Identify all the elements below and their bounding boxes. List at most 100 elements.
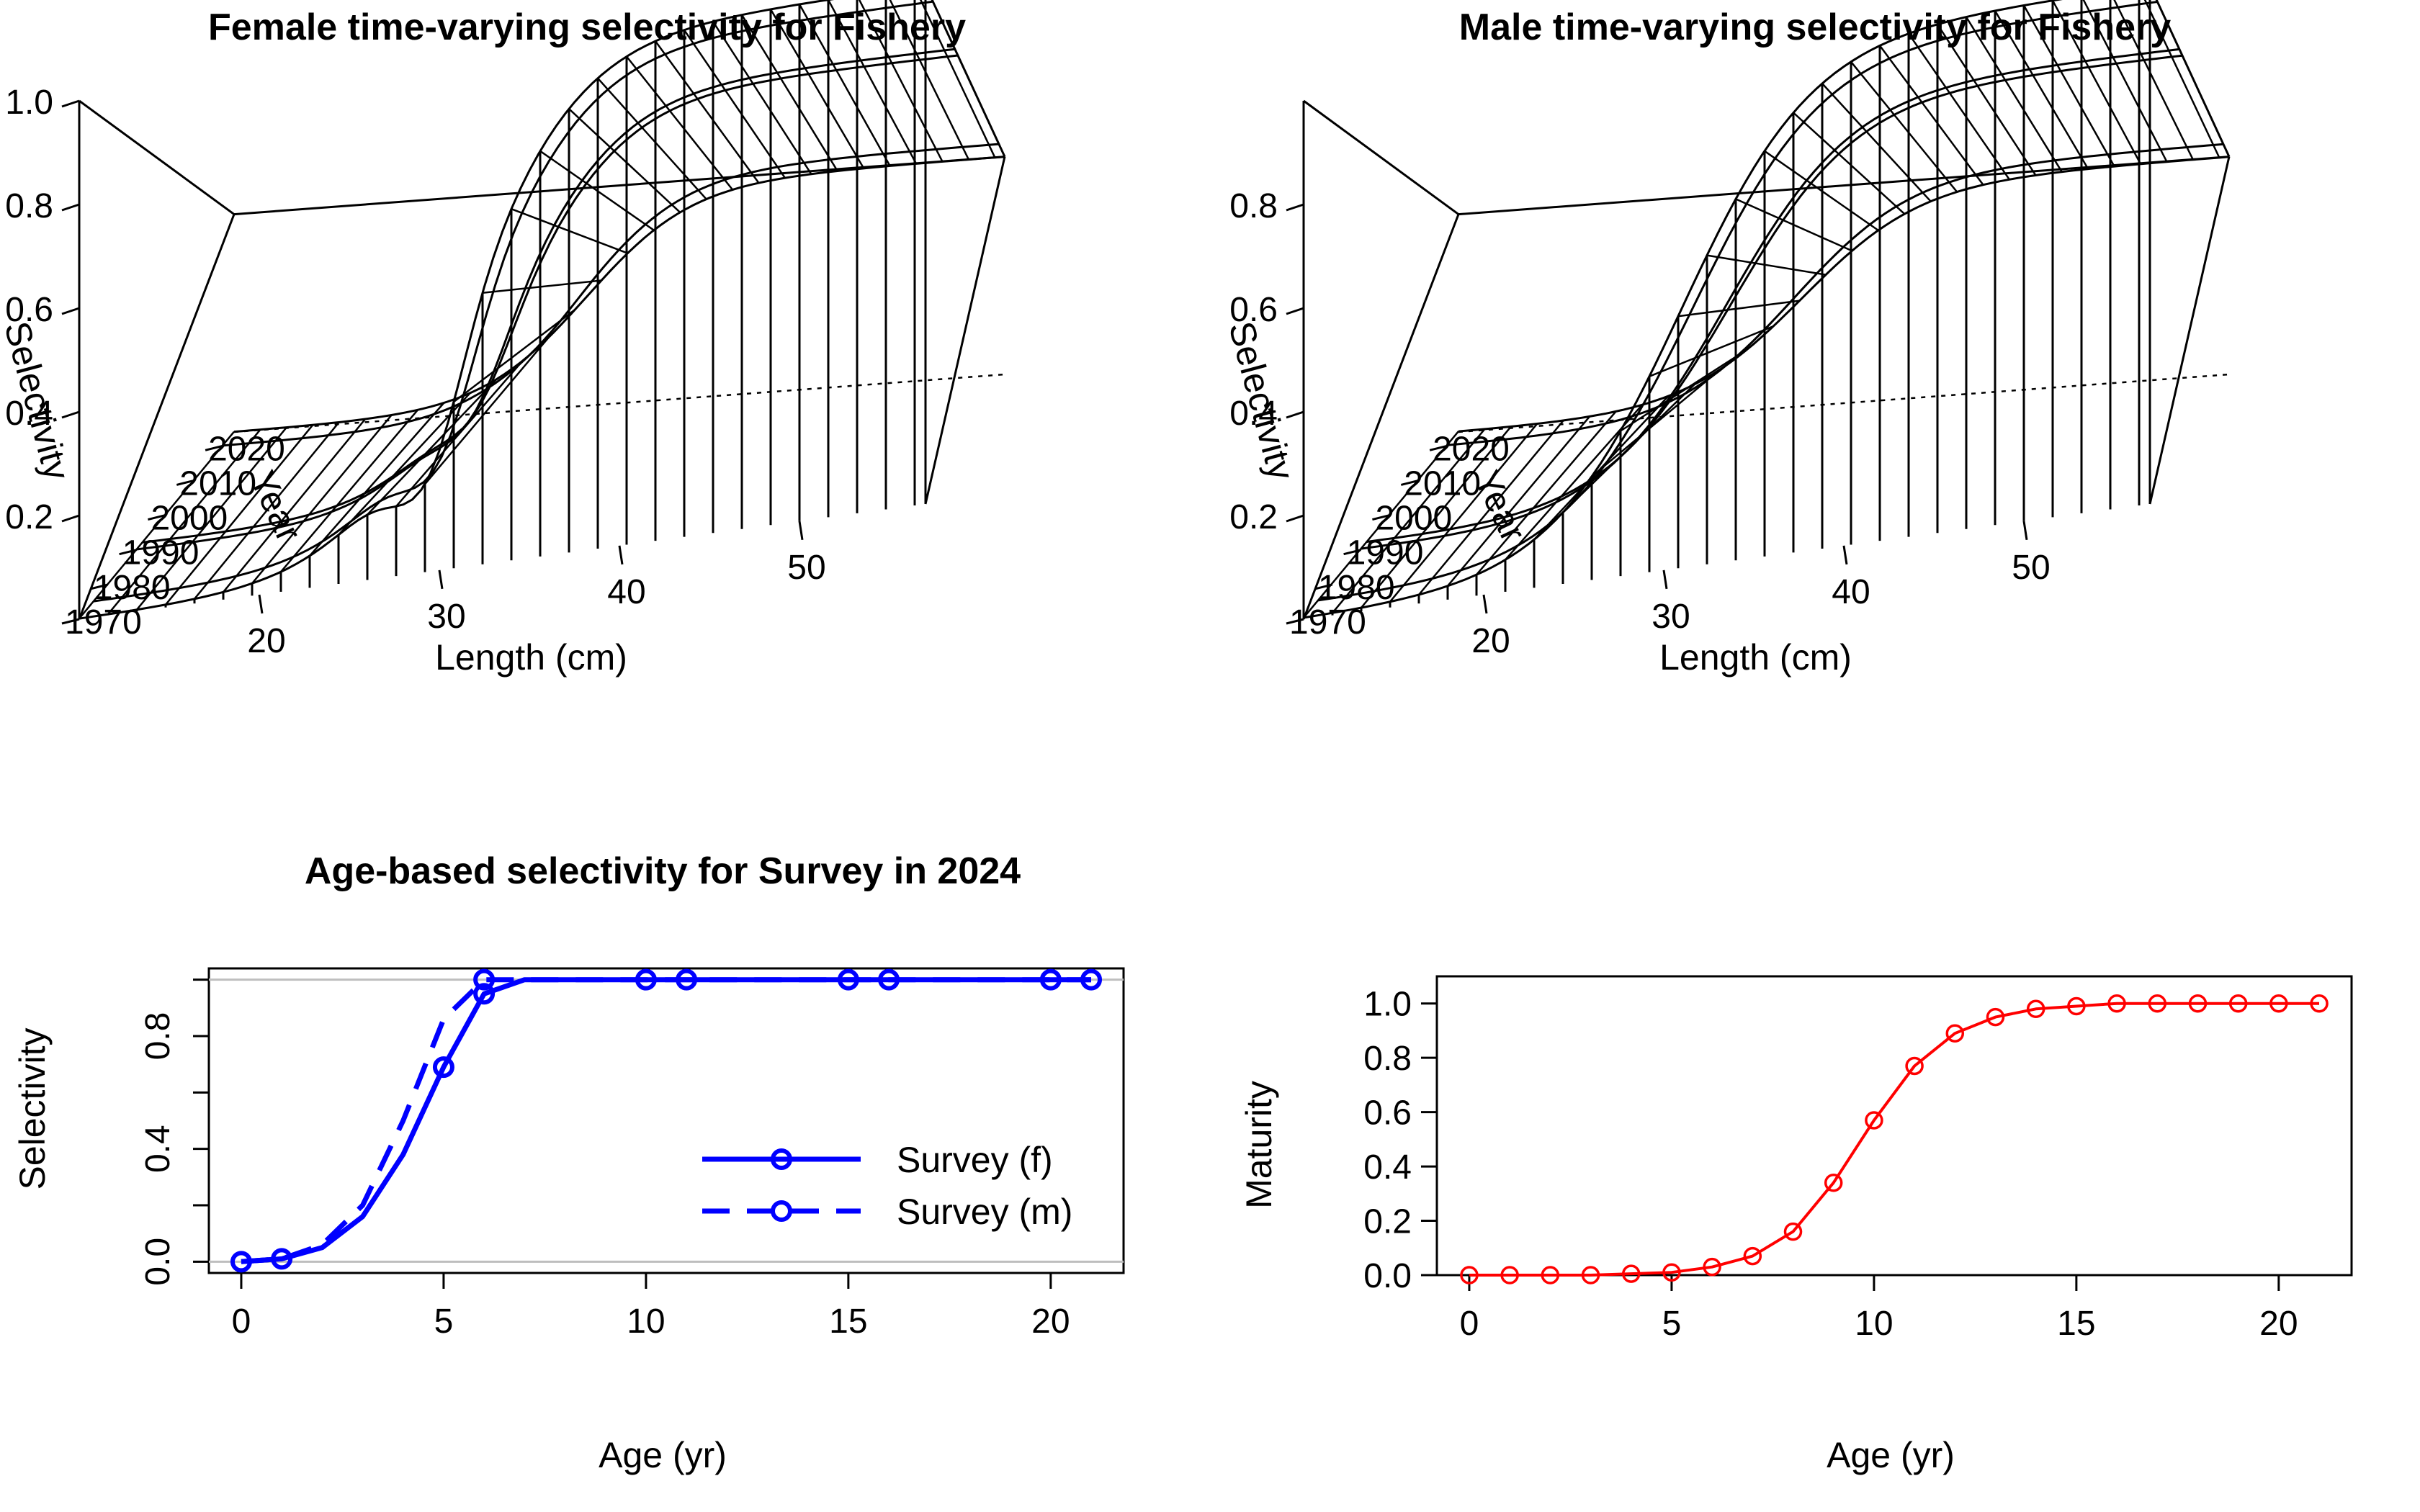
male-surface-panel: Male time-varying selectivity for Fisher… xyxy=(1224,0,2231,678)
surface-year-ruling xyxy=(626,55,734,191)
surface-year-ruling xyxy=(1965,16,2063,173)
surface-year-ruling xyxy=(1677,300,1800,318)
surface-y-tick-label: 2010 xyxy=(179,464,256,503)
surface-y-tick xyxy=(1400,479,1419,486)
surface-year-ruling xyxy=(1332,428,1486,614)
surface-year-ruling xyxy=(2082,0,2168,163)
survey-legend: Survey (f) Survey (m) xyxy=(702,1140,1072,1232)
surface-box-edge xyxy=(1302,214,1460,620)
maturity-point xyxy=(2067,996,2086,1016)
surface-z-tick xyxy=(1286,410,1304,419)
surface-x-tick xyxy=(1662,570,1668,590)
surface-year-ruling xyxy=(338,392,471,536)
female-surface-panel: Female time-varying selectivity for Fish… xyxy=(0,0,1006,678)
surface-box-edge xyxy=(78,214,236,620)
surface-x-tick xyxy=(618,545,624,565)
surface-year-ruling xyxy=(1591,368,1722,477)
surface-year-curve xyxy=(1458,156,2230,433)
surface-year-ruling xyxy=(453,308,576,403)
surface-z-tick xyxy=(61,410,80,419)
surface-box-edge xyxy=(931,0,1006,158)
maturity-xlabel: Age (yr) xyxy=(1827,1435,1955,1475)
surface-box-edge xyxy=(924,156,1006,505)
surface-year-ruling xyxy=(309,402,445,557)
survey-point xyxy=(473,968,496,991)
maturity-ylabel: Maturity xyxy=(1239,1081,1279,1209)
maturity-x-tick-label: 0 xyxy=(1460,1305,1479,1343)
surface-x-tick-label: 30 xyxy=(427,598,465,636)
surface-year-ruling xyxy=(712,21,812,175)
surface-year-ruling xyxy=(107,428,261,615)
maturity-point xyxy=(1581,1266,1600,1284)
surface-year-curve xyxy=(1446,143,2224,446)
male-surface-title: Male time-varying selectivity for Fisher… xyxy=(1459,6,2171,48)
surface-z-tick xyxy=(1286,514,1304,523)
surface-xlabel: Length (cm) xyxy=(1659,637,1852,678)
maturity-point xyxy=(1662,1263,1681,1282)
surface-year-curve xyxy=(1303,0,2063,619)
surface-year-ruling xyxy=(1447,415,1591,587)
survey-x-tick-label: 20 xyxy=(1031,1302,1070,1341)
surface-z-tick xyxy=(61,203,80,212)
survey-point xyxy=(271,1248,293,1270)
surface-ylabel: Year xyxy=(1466,464,1533,547)
surface-year-ruling xyxy=(1303,431,1459,618)
surface-y-tick-label: 1970 xyxy=(65,603,142,642)
surface-year-curve xyxy=(1361,48,2179,550)
survey-point xyxy=(432,1056,454,1079)
surface-xlabel: Length (cm) xyxy=(435,637,627,678)
surface-year-ruling xyxy=(769,9,865,169)
maturity-y-tick-label: 0.0 xyxy=(1363,1257,1412,1295)
surface-year-ruling xyxy=(2051,0,2142,165)
maturity-point xyxy=(2269,994,2288,1013)
surface-year-ruling xyxy=(1389,423,1538,603)
surface-year-ruling xyxy=(1793,112,1906,215)
surface-y-tick-label: 2020 xyxy=(1433,430,1510,468)
surface-year-ruling xyxy=(280,409,418,573)
maturity-point xyxy=(2310,994,2329,1013)
maturity-y-tick-label: 0.2 xyxy=(1363,1203,1412,1241)
legend-marker-female xyxy=(771,1148,792,1170)
surface-y-tick-label: 2010 xyxy=(1404,464,1481,503)
surface-y-tick xyxy=(205,444,223,451)
surface-year-ruling xyxy=(1562,383,1695,513)
surface-y-tick-label: 1980 xyxy=(94,569,171,607)
maturity-point xyxy=(1945,1024,1965,1043)
surface-year-ruling xyxy=(194,421,340,600)
surface-year-ruling xyxy=(367,378,498,516)
maturity-y-tick-label: 1.0 xyxy=(1363,986,1412,1024)
surface-year-ruling xyxy=(683,29,786,179)
surface-year-ruling xyxy=(2143,0,2220,158)
survey-y-tick-label: 0.8 xyxy=(139,1012,177,1061)
surface-year-ruling xyxy=(165,424,314,606)
maturity-panel: 0 5 10 15 20 0.0 0.2 0.4 0.6 0.8 1.0 Age (yr) Matu… xyxy=(1239,975,2353,1475)
surface-year-curve xyxy=(79,0,835,620)
maturity-y-tick-label: 0.8 xyxy=(1363,1040,1412,1078)
female-surface-title: Female time-varying selectivity for Fish… xyxy=(208,6,966,48)
surface-z-tick-label: 0.6 xyxy=(1229,291,1278,329)
surface-x-tick-label: 20 xyxy=(1471,622,1510,660)
surface-box-edge xyxy=(2148,156,2231,505)
surface-y-tick-label: 1980 xyxy=(1318,569,1395,607)
surface-z-tick xyxy=(1286,307,1304,315)
surface-y-tick xyxy=(90,583,109,590)
maturity-point xyxy=(1783,1222,1803,1241)
surface-year-ruling xyxy=(597,77,707,200)
surface-year-ruling xyxy=(1361,426,1512,608)
survey-ylabel: Selectivity xyxy=(12,1027,53,1189)
surface-year-ruling xyxy=(223,418,367,593)
surface-z-tick xyxy=(61,99,80,108)
surface-x-tick-label: 50 xyxy=(787,549,825,587)
surface-y-tick xyxy=(1314,583,1333,590)
surface-year-ruling xyxy=(740,14,838,172)
surface-x-tick xyxy=(798,521,804,541)
surface-y-tick-label: 2000 xyxy=(151,500,228,538)
surface-year-ruling xyxy=(1907,32,2010,181)
surface-z-tick-label: 0.2 xyxy=(5,498,53,536)
survey-plot-frame xyxy=(207,967,1125,1274)
maturity-point xyxy=(1824,1173,1843,1192)
surface-year-ruling xyxy=(251,414,393,585)
maturity-point xyxy=(1905,1056,1924,1076)
